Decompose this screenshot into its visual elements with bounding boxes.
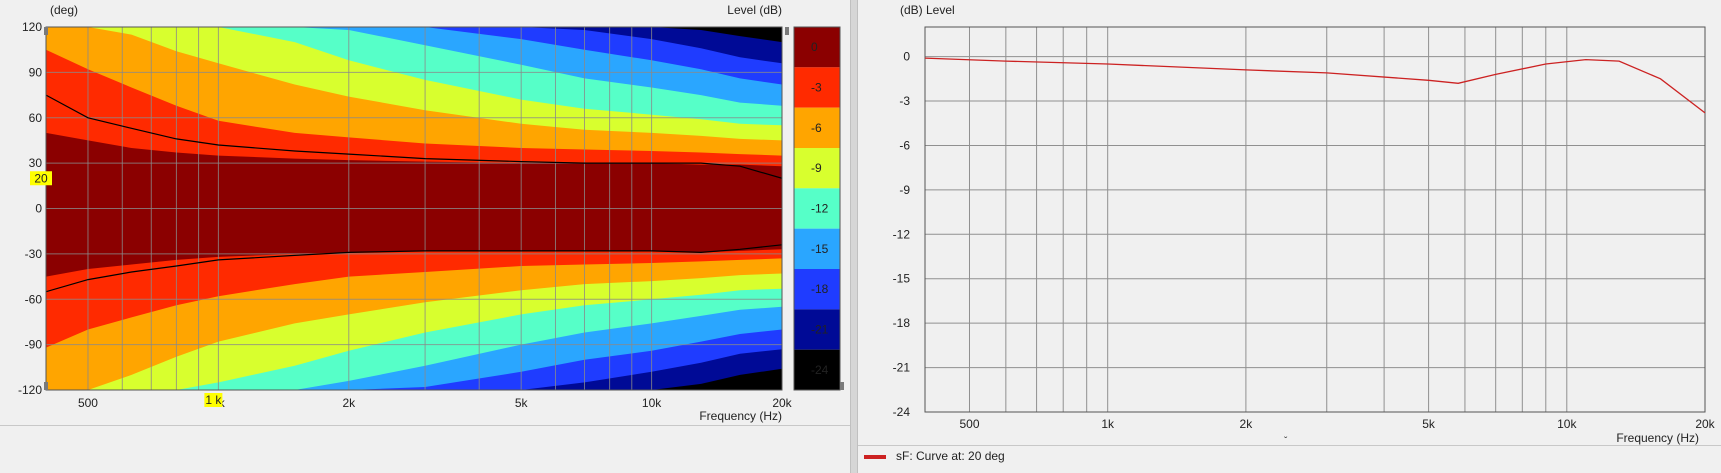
response-y-tick-label: -3: [899, 94, 910, 108]
response-series-line-0: [924, 57, 1706, 114]
map-y-tick-label: 120: [22, 20, 42, 34]
angle-marker-label: 20: [34, 171, 48, 185]
map-y-tick-label: 30: [29, 156, 43, 170]
response-x-tick-label: 20k: [1695, 417, 1715, 431]
response-x-tick-label: 10k: [1557, 417, 1577, 431]
map-x-tick-label: 20k: [772, 396, 792, 410]
colorbar-tick-label: -24: [811, 363, 829, 377]
map-y-tick-label: -90: [25, 338, 43, 352]
response-y-tick-label: 0: [903, 50, 910, 64]
response-x-tick-label: 2k: [1240, 417, 1254, 431]
colorbar-tick-label: -12: [811, 202, 829, 216]
legend-swatch: [864, 455, 886, 459]
colorbar-tick-label: -18: [811, 282, 829, 296]
y-scroll-top-handle[interactable]: [44, 27, 48, 35]
response-x-tick-label: 500: [959, 417, 979, 431]
response-grid: [924, 27, 1706, 413]
left-scroll-handles[interactable]: [44, 27, 844, 390]
response-series-layer: [924, 57, 1706, 114]
colorbar-tick-label: -9: [811, 161, 822, 175]
response-y-tick-label: -21: [893, 361, 911, 375]
colorbar-tick-label: -3: [811, 81, 822, 95]
colorbar-scroll-bottom-handle[interactable]: [840, 382, 844, 390]
freq-marker-label: 1 k: [205, 393, 222, 407]
colorbar-swatch: [794, 309, 840, 350]
map-x-tick-label: 500: [78, 396, 98, 410]
colorbar-tick-label: -6: [811, 121, 822, 135]
angle-marker-box: [30, 171, 52, 186]
left-status-divider: [0, 425, 850, 426]
colorbar-swatch: [794, 148, 840, 189]
contour-band-minus-3: [46, 132, 782, 277]
colorbar-swatch: [794, 349, 840, 390]
map-y-axis-label: (deg): [50, 3, 78, 17]
response-plot-frame: [924, 26, 1706, 413]
response-x-tick-label: 1k: [1101, 417, 1115, 431]
legend-entry[interactable]: sF: Curve at: 20 deg: [896, 449, 1005, 463]
colorbar-swatch: [794, 188, 840, 229]
response-y-tick-label: -18: [893, 316, 911, 330]
contour-line-1: [46, 244, 782, 293]
freq-marker-box: [204, 393, 223, 407]
response-y-tick-label: -9: [899, 183, 910, 197]
panel-splitter[interactable]: [850, 0, 858, 473]
response-x-axis-label: Frequency (Hz): [1616, 431, 1699, 445]
colorbar-swatch: [794, 27, 840, 68]
map-plot-frame: [45, 26, 783, 391]
contour-line-layer: [46, 94, 782, 293]
colorbar-frame: [793, 26, 841, 391]
response-y-tick-label: -24: [893, 405, 911, 419]
map-x-axis-label: Frequency (Hz): [699, 409, 782, 423]
map-y-tick-label: 0: [35, 202, 42, 216]
map-y-tick-label: -60: [25, 292, 43, 306]
frequency-response-chart: 0 -3 -6 -9 -12 -15 -18 -21 -24 500 1k 2k 5k 10k 20k (…: [893, 3, 1716, 445]
response-x-ticks: 500 1k 2k 5k 10k 20k: [959, 417, 1715, 431]
response-y-tick-label: -15: [893, 272, 911, 286]
colorbar-swatch: [794, 67, 840, 108]
colorbar-swatch: [794, 107, 840, 148]
response-x-tick-label: 5k: [1422, 417, 1436, 431]
colorbar-tick-label: -21: [811, 323, 829, 337]
map-y-tick-label: -30: [25, 247, 43, 261]
map-y-ticks: 120 90 60 30 0 -30 -60 -90 -120: [18, 20, 42, 397]
response-y-tick-label: -12: [893, 227, 911, 241]
y-scroll-bottom-handle[interactable]: [44, 382, 48, 390]
colorbar-title: Level (dB): [727, 3, 782, 17]
colorbar-scroll-top-handle[interactable]: [785, 27, 789, 35]
map-grid: [46, 27, 782, 390]
map-y-tick-label: -120: [18, 383, 42, 397]
colorbar-swatch: [794, 228, 840, 269]
response-panel: 0 -3 -6 -9 -12 -15 -18 -21 -24 500 1k 2k 5k 10k 20k (…: [858, 0, 1721, 473]
cursor-markers[interactable]: 20 1 k: [30, 171, 223, 407]
contour-line-0: [46, 94, 782, 179]
map-x-tick-label: 5k: [515, 396, 529, 410]
response-y-ticks: 0 -3 -6 -9 -12 -15 -18 -21 -24: [893, 50, 911, 419]
response-y-tick-label: -6: [899, 138, 910, 152]
map-x-tick-label: 10k: [642, 396, 662, 410]
colorbar-tick-label: 0: [811, 40, 818, 54]
map-y-tick-label: 60: [29, 111, 43, 125]
map-y-tick-label: 90: [29, 65, 43, 79]
right-status-divider: [858, 445, 1721, 446]
map-x-tick-label: 2k: [342, 396, 356, 410]
colorbar-swatch: [794, 269, 840, 310]
response-y-axis-label: (dB) Level: [900, 3, 955, 17]
colorbar: 0 -3 -6 -9 -12 -15 -18 -21 -24: [793, 26, 841, 391]
colorbar-tick-label: -15: [811, 242, 829, 256]
chevron-down-icon[interactable]: ˇ: [1284, 436, 1288, 447]
